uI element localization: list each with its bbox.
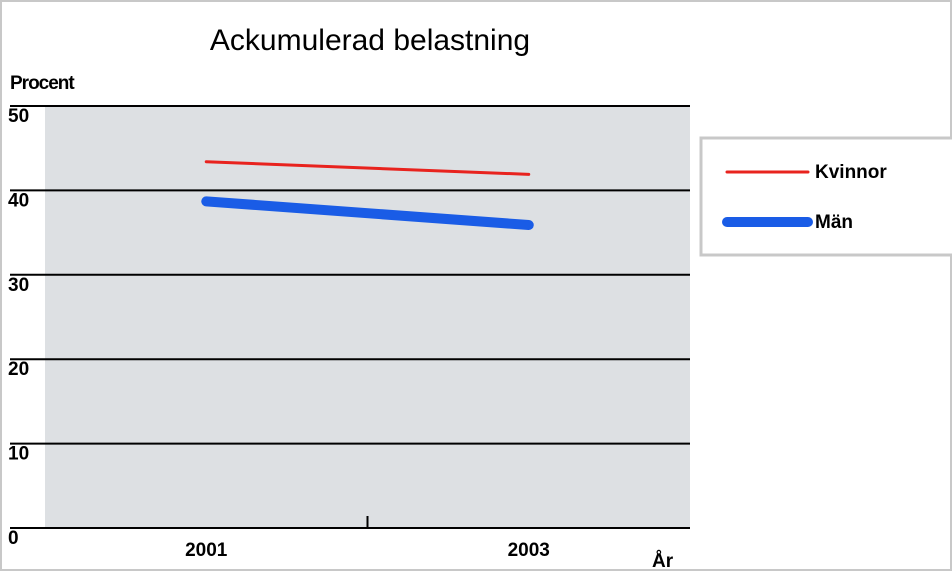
x-tick-label: 2003	[508, 540, 550, 561]
y-tick-label: 30	[8, 275, 29, 296]
y-tick-label: 0	[8, 528, 19, 549]
y-tick-label: 40	[8, 190, 29, 211]
plot-area	[45, 106, 690, 528]
line-series	[201, 196, 534, 231]
chart-title: Ackumulerad belastning	[210, 24, 530, 57]
y-tick-label: 10	[8, 444, 29, 465]
legend-label: Kvinnor	[815, 162, 887, 183]
legend-label: Män	[815, 212, 853, 233]
y-axis-label: Procent	[10, 73, 75, 94]
line-series	[204, 160, 531, 176]
x-axis-label: År	[652, 551, 674, 571]
x-tick-label: 2001	[185, 540, 228, 561]
legend	[699, 136, 952, 257]
y-tick-label: 50	[8, 106, 29, 127]
y-tick-label: 20	[8, 359, 29, 380]
